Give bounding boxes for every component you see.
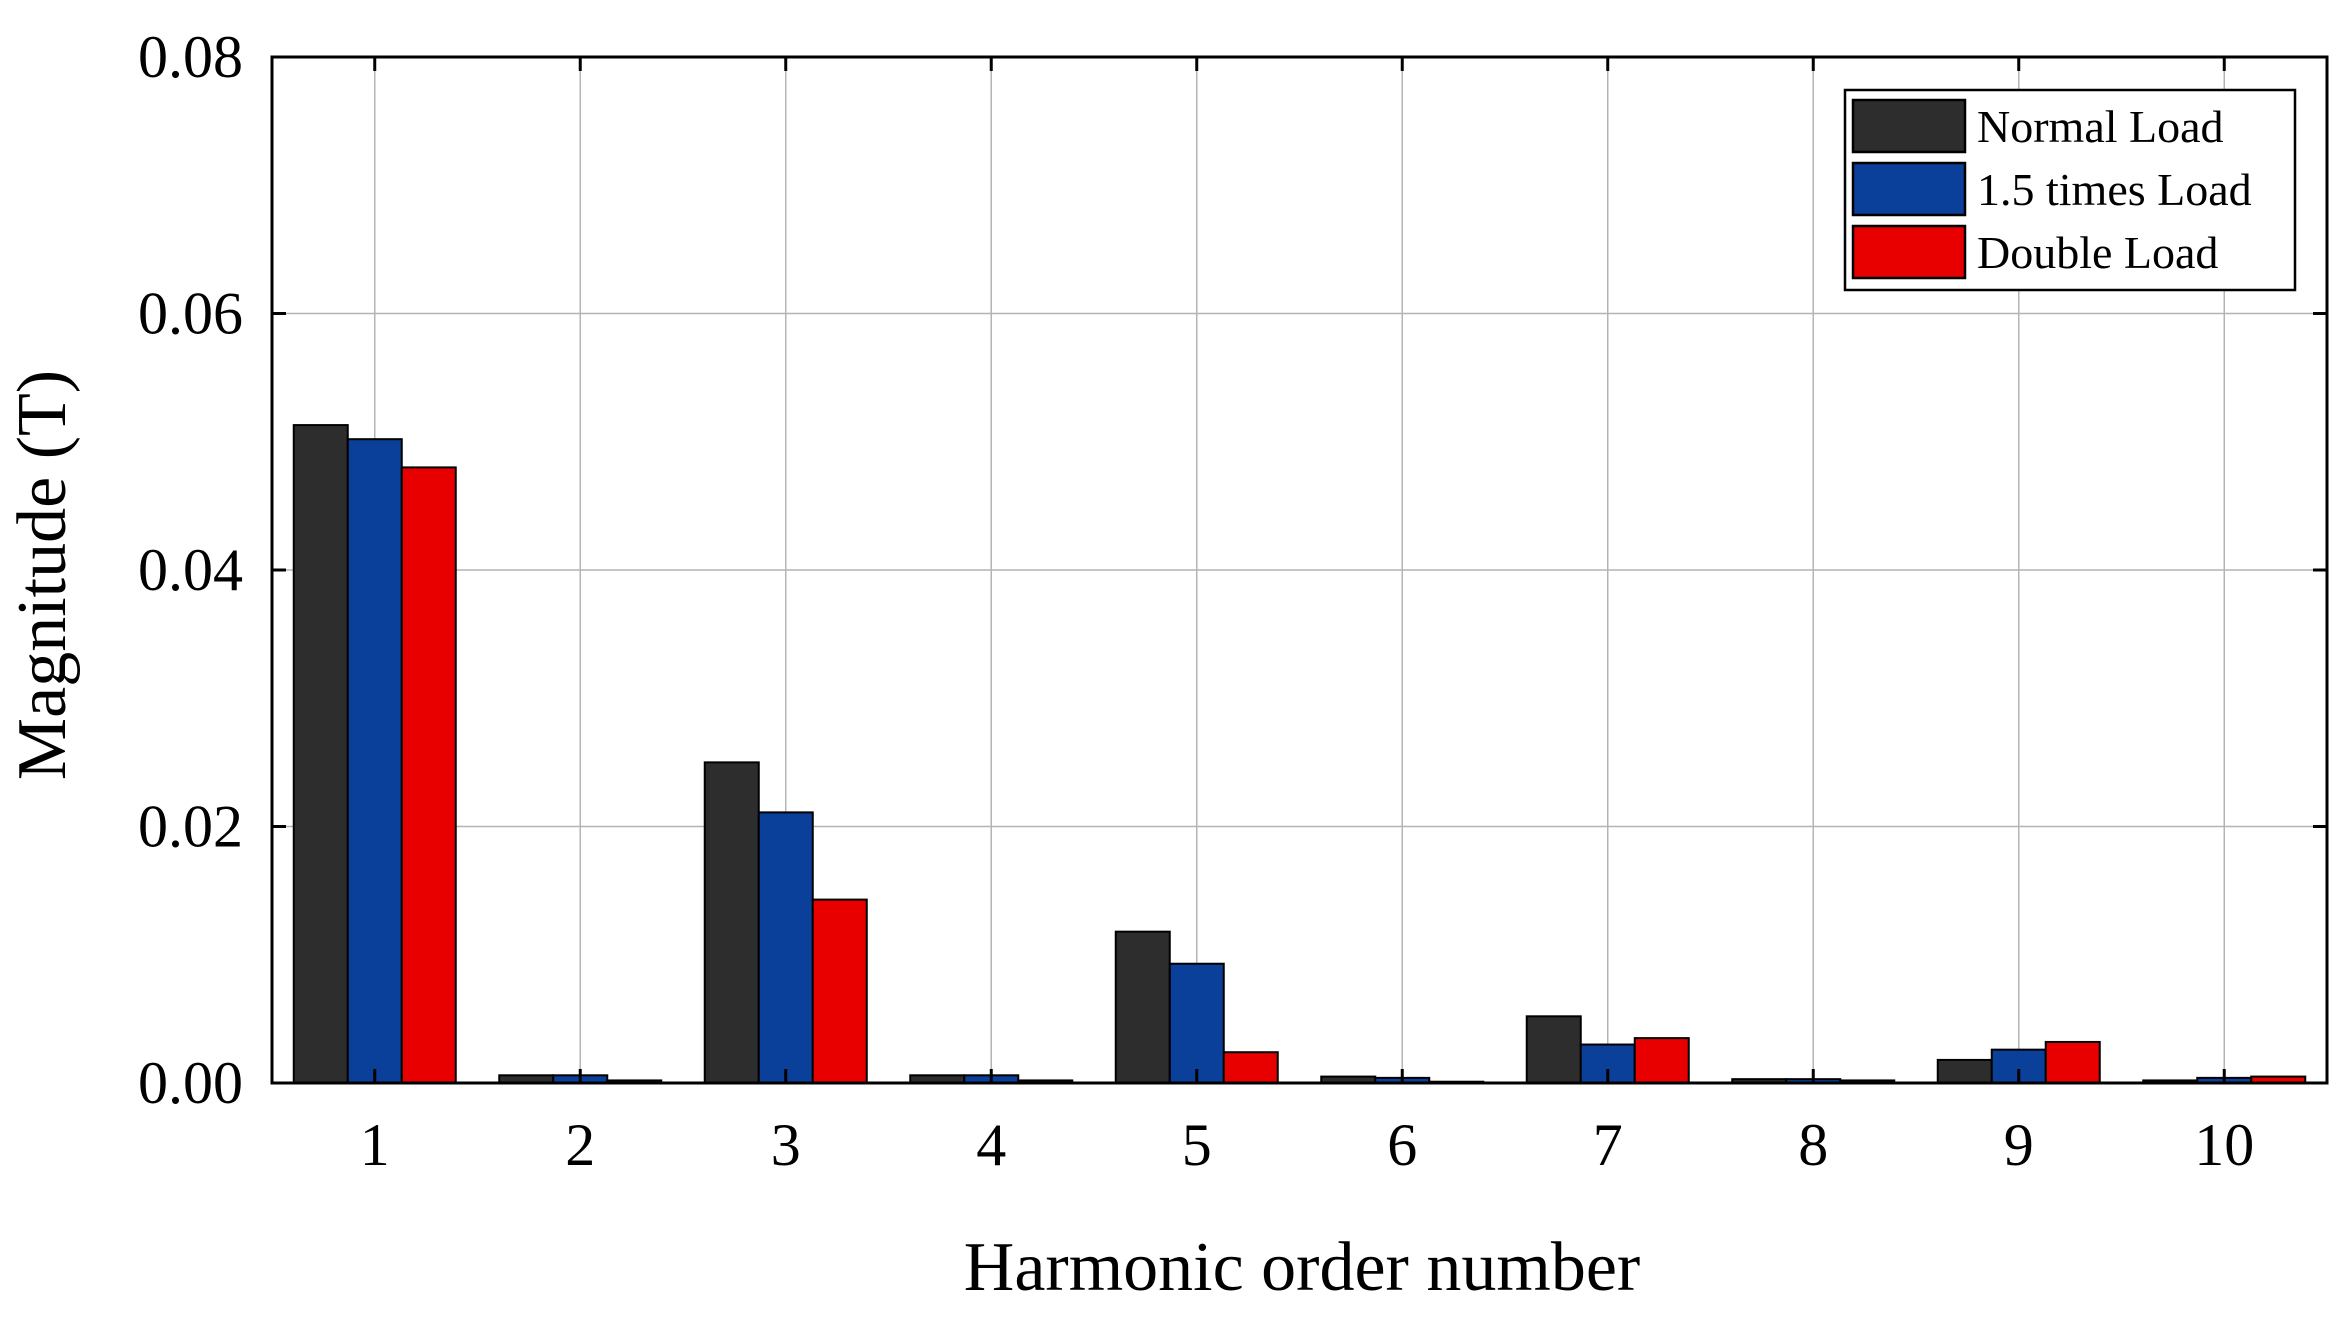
bar-1-5-times-load-h3 — [757, 811, 814, 1085]
legend-swatch-1-5-times-load — [1851, 161, 1967, 217]
legend-label-1-5-times-load: 1.5 times Load — [1977, 164, 2252, 215]
y-axis-label: Magnitude (T) — [4, 370, 81, 780]
bar-normal-load-h7 — [1525, 1015, 1582, 1084]
y-tick-labels: 0.00 0.02 0.04 0.06 0.08 — [138, 24, 243, 1116]
legend-label-normal-load: Normal Load — [1977, 101, 2224, 152]
x-tick-label: 5 — [1182, 1112, 1212, 1178]
x-tick-label: 4 — [976, 1112, 1006, 1178]
x-tick-label: 1 — [360, 1112, 390, 1178]
bar-double-load-h7 — [1633, 1037, 1690, 1085]
bar-double-load-h5 — [1222, 1051, 1279, 1084]
x-tick-label: 9 — [2004, 1112, 2034, 1178]
legend-label-double-load: Double Load — [1977, 227, 2218, 278]
x-tick-label: 10 — [2194, 1112, 2254, 1178]
y-tick-label: 0.06 — [138, 281, 243, 347]
x-tick-label: 2 — [565, 1112, 595, 1178]
bar-double-load-h1 — [400, 466, 457, 1084]
x-tick-label: 6 — [1387, 1112, 1417, 1178]
x-tick-label: 3 — [771, 1112, 801, 1178]
legend: Normal Load 1.5 times Load Double Load — [1843, 88, 2297, 292]
x-tick-labels: 1 2 3 4 5 6 7 8 9 10 — [360, 1112, 2255, 1178]
bar-normal-load-h9 — [1936, 1058, 1993, 1085]
bar-1-5-times-load-h1 — [346, 438, 403, 1084]
bar-1-5-times-load-h5 — [1168, 962, 1225, 1084]
x-tick-label: 8 — [1798, 1112, 1828, 1178]
legend-swatch-normal-load — [1851, 98, 1967, 154]
bar-double-load-h3 — [811, 898, 868, 1084]
bar-normal-load-h3 — [703, 761, 760, 1084]
bar-normal-load-h1 — [292, 424, 349, 1084]
legend-swatch-double-load — [1851, 224, 1967, 280]
y-tick-label: 0.00 — [138, 1050, 243, 1116]
bar-double-load-h9 — [2044, 1040, 2101, 1084]
y-tick-label: 0.02 — [138, 794, 243, 860]
x-axis-label: Harmonic order number — [964, 1229, 1640, 1306]
axes — [270, 55, 2329, 1085]
x-tick-label: 7 — [1593, 1112, 1623, 1178]
bar-marks — [292, 424, 2307, 1085]
y-tick-label: 0.04 — [138, 537, 243, 603]
y-tick-label: 0.08 — [138, 24, 243, 90]
bar-normal-load-h5 — [1114, 930, 1171, 1084]
